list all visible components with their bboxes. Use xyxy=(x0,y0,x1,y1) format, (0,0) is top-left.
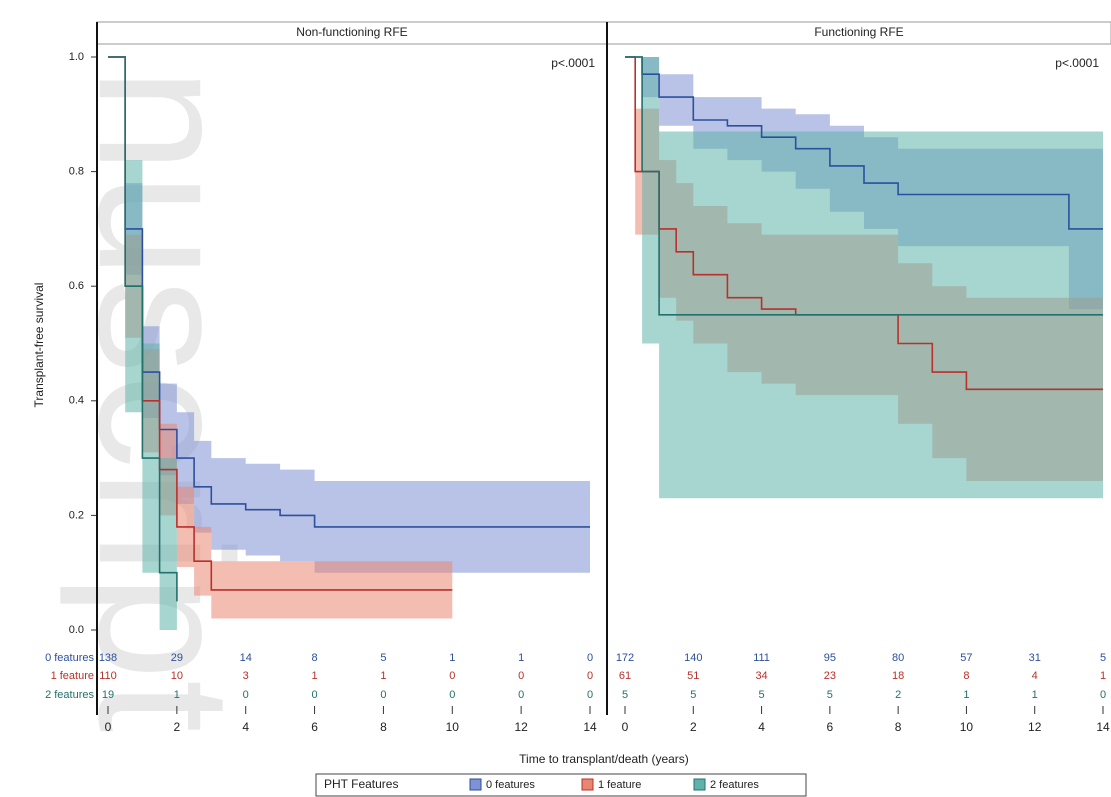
x-axis-label: Time to transplant/death (years) xyxy=(519,752,689,766)
at-risk-row-label: 1 feature xyxy=(51,670,94,682)
at-risk-count: 4 xyxy=(1032,670,1038,682)
at-risk-count: 1 xyxy=(449,652,455,664)
legend-label: 2 features xyxy=(710,779,759,791)
at-risk-count: 1 xyxy=(380,670,386,682)
at-risk-count: 5 xyxy=(827,689,833,701)
at-risk-count: 0 xyxy=(449,689,455,701)
confidence-band xyxy=(625,57,1103,499)
legend-swatch xyxy=(693,778,706,791)
x-tick-label: 2 xyxy=(174,720,181,734)
at-risk-count: 57 xyxy=(960,652,972,664)
at-risk-count: 61 xyxy=(619,670,631,682)
at-risk-count: 1 xyxy=(1032,689,1038,701)
survival-curve xyxy=(625,56,1103,316)
panel-title: Functioning RFE xyxy=(814,25,903,39)
at-risk-count: 10 xyxy=(171,670,183,682)
x-tick-label: 0 xyxy=(622,720,629,734)
at-risk-count: 1 xyxy=(174,689,180,701)
at-risk-count: 18 xyxy=(892,670,904,682)
x-tick-label: 12 xyxy=(1028,720,1042,734)
survival-curve xyxy=(108,56,590,528)
x-tick-label: 6 xyxy=(827,720,834,734)
at-risk-count: 111 xyxy=(753,652,770,664)
at-risk-count: 14 xyxy=(240,652,252,664)
at-risk-count: 51 xyxy=(687,670,699,682)
at-risk-count: 80 xyxy=(892,652,904,664)
x-tick-label: 4 xyxy=(242,720,249,734)
x-tick-label: 2 xyxy=(690,720,697,734)
survival-curve xyxy=(108,56,178,602)
legend-swatch xyxy=(581,778,594,791)
at-risk-count: 5 xyxy=(690,689,696,701)
at-risk-count: 5 xyxy=(759,689,765,701)
at-risk-count: 8 xyxy=(312,652,318,664)
y-tick-label: 1.0 xyxy=(69,51,84,63)
at-risk-count: 0 xyxy=(518,689,524,701)
at-risk-count: 172 xyxy=(616,652,634,664)
x-tick-label: 12 xyxy=(514,720,528,734)
at-risk-count: 0 xyxy=(380,689,386,701)
at-risk-count: 0 xyxy=(587,652,593,664)
y-tick-label: 0.8 xyxy=(69,166,84,178)
at-risk-count: 0 xyxy=(449,670,455,682)
at-risk-count: 3 xyxy=(243,670,249,682)
x-tick-label: 0 xyxy=(105,720,112,734)
x-tick-label: 8 xyxy=(380,720,387,734)
at-risk-count: 2 xyxy=(895,689,901,701)
x-tick-label: 14 xyxy=(583,720,597,734)
legend-box xyxy=(315,773,807,797)
at-risk-count: 0 xyxy=(312,689,318,701)
y-tick-label: 0.4 xyxy=(69,395,84,407)
at-risk-count: 5 xyxy=(1100,652,1106,664)
legend-title: PHT Features xyxy=(324,777,398,791)
at-risk-count: 8 xyxy=(963,670,969,682)
at-risk-count: 140 xyxy=(684,652,702,664)
legend-label: 1 feature xyxy=(598,779,641,791)
confidence-band xyxy=(108,57,590,573)
at-risk-row-label: 2 features xyxy=(45,689,94,701)
y-axis-label: Transplant-free survival xyxy=(32,283,46,408)
p-value: p<.0001 xyxy=(1055,56,1099,70)
p-value: p<.0001 xyxy=(551,56,595,70)
y-tick-label: 0.2 xyxy=(69,509,84,521)
x-tick-label: 10 xyxy=(960,720,974,734)
at-risk-count: 1 xyxy=(312,670,318,682)
at-risk-count: 95 xyxy=(824,652,836,664)
x-tick-label: 10 xyxy=(446,720,460,734)
x-tick-label: 6 xyxy=(311,720,318,734)
x-tick-label: 4 xyxy=(758,720,765,734)
at-risk-count: 1 xyxy=(1100,670,1106,682)
x-tick-label: 8 xyxy=(895,720,902,734)
x-tick-label: 14 xyxy=(1096,720,1110,734)
legend-label: 0 features xyxy=(486,779,535,791)
at-risk-count: 29 xyxy=(171,652,183,664)
at-risk-count: 19 xyxy=(102,689,114,701)
at-risk-count: 31 xyxy=(1029,652,1041,664)
at-risk-count: 1 xyxy=(963,689,969,701)
survival-curve xyxy=(625,56,1103,230)
at-risk-count: 0 xyxy=(243,689,249,701)
legend-swatch xyxy=(469,778,482,791)
at-risk-count: 34 xyxy=(755,670,767,682)
at-risk-count: 1 xyxy=(518,652,524,664)
at-risk-count: 0 xyxy=(587,670,593,682)
at-risk-count: 138 xyxy=(99,652,117,664)
at-risk-count: 110 xyxy=(99,670,117,682)
at-risk-count: 0 xyxy=(587,689,593,701)
panel-title: Non-functioning RFE xyxy=(296,25,407,39)
confidence-band xyxy=(108,57,453,619)
at-risk-row-label: 0 features xyxy=(45,652,94,664)
at-risk-count: 0 xyxy=(1100,689,1106,701)
y-tick-label: 0.0 xyxy=(69,624,84,636)
at-risk-count: 23 xyxy=(824,670,836,682)
at-risk-count: 5 xyxy=(622,689,628,701)
at-risk-count: 5 xyxy=(380,652,386,664)
y-tick-label: 0.6 xyxy=(69,280,84,292)
at-risk-count: 0 xyxy=(518,670,524,682)
